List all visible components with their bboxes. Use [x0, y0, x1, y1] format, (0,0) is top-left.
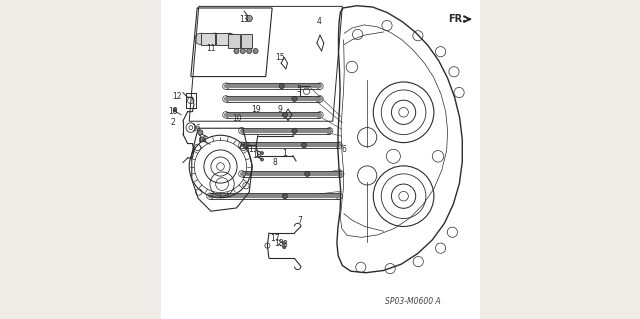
Text: 18: 18 — [168, 107, 178, 115]
Text: 14: 14 — [197, 135, 207, 144]
Circle shape — [283, 246, 286, 249]
Bar — [228, 34, 239, 48]
Text: 11: 11 — [206, 44, 216, 53]
Text: 13: 13 — [239, 15, 249, 24]
Text: 16: 16 — [191, 124, 201, 133]
Circle shape — [253, 48, 258, 54]
Circle shape — [292, 96, 297, 101]
Circle shape — [282, 112, 287, 117]
Text: 15: 15 — [275, 53, 285, 62]
Text: 19: 19 — [251, 105, 260, 114]
Text: 2: 2 — [170, 118, 175, 127]
Text: 9: 9 — [278, 105, 283, 114]
Bar — [241, 34, 252, 48]
Circle shape — [260, 152, 264, 155]
Text: SP03-M0600 A: SP03-M0600 A — [385, 297, 440, 306]
Circle shape — [305, 171, 310, 176]
Circle shape — [224, 33, 236, 45]
Circle shape — [301, 143, 307, 148]
Text: 3: 3 — [282, 241, 287, 249]
Circle shape — [234, 48, 239, 54]
Circle shape — [198, 130, 203, 135]
Circle shape — [279, 84, 284, 89]
Circle shape — [282, 194, 287, 199]
Circle shape — [283, 241, 286, 245]
Circle shape — [195, 33, 207, 45]
Text: 18: 18 — [275, 239, 284, 248]
Bar — [216, 33, 230, 45]
Circle shape — [246, 48, 252, 54]
Text: 17: 17 — [270, 234, 280, 243]
Text: 7: 7 — [298, 216, 303, 225]
Circle shape — [173, 108, 177, 112]
Circle shape — [260, 158, 264, 161]
Text: 8: 8 — [273, 158, 278, 167]
Text: 12: 12 — [172, 92, 182, 101]
Text: 17: 17 — [248, 145, 258, 154]
Bar — [201, 33, 215, 45]
Circle shape — [246, 15, 252, 22]
Circle shape — [292, 128, 297, 133]
Text: 4: 4 — [317, 17, 322, 26]
Circle shape — [200, 137, 205, 142]
Text: 5: 5 — [297, 85, 301, 94]
Circle shape — [210, 33, 221, 45]
Circle shape — [209, 33, 220, 45]
Text: FR.: FR. — [448, 14, 466, 24]
Text: 10: 10 — [232, 114, 242, 123]
Text: 18: 18 — [252, 151, 262, 160]
Text: 6: 6 — [342, 145, 346, 154]
Text: 1: 1 — [282, 149, 287, 158]
Circle shape — [240, 48, 245, 54]
